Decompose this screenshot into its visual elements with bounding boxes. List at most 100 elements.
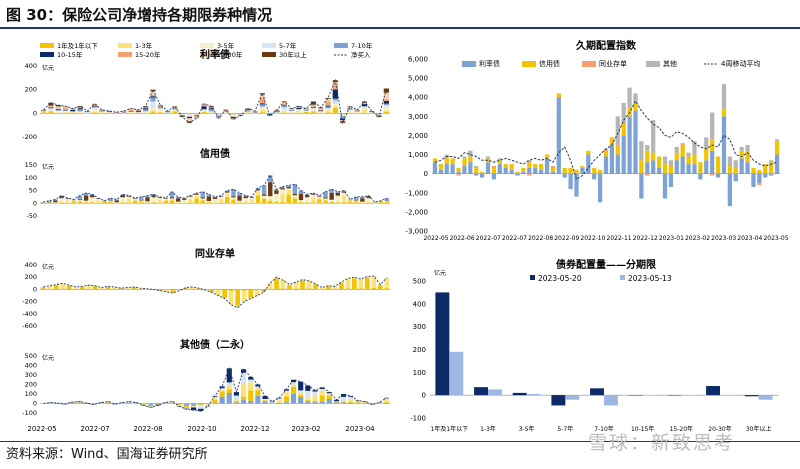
- bar-other-y5_7: [291, 382, 297, 385]
- bar-other-y1_3: [191, 406, 197, 407]
- y-tick-label: 0: [33, 285, 37, 293]
- bar-other-y7_10: [291, 394, 297, 404]
- bar-rate-bond-y7_10: [361, 106, 368, 107]
- bar-other-y1: [233, 401, 239, 403]
- bar-rate-bond-y1_3: [164, 112, 171, 114]
- bar-other-y1_3: [262, 399, 268, 401]
- bar-duration-credit: [509, 164, 514, 170]
- bar-duration-other: [627, 87, 632, 107]
- bar-rate-bond-y7_10: [62, 110, 69, 111]
- bar-credit-bond-y3_5: [89, 197, 95, 202]
- bar-duration-other: [462, 156, 467, 159]
- bar-credit-bond-y30: [120, 195, 126, 198]
- bar-rate-bond-y30: [55, 105, 61, 107]
- bar-rate-bond-y10_15: [281, 104, 287, 106]
- bar-duration-other: [444, 154, 449, 157]
- bar-credit-bond-y1: [298, 202, 304, 204]
- bar-credit-bond-y3_5: [145, 201, 150, 202]
- bar-other-y1_3: [305, 398, 311, 400]
- bar-rate-bond-y1_3: [201, 111, 207, 112]
- bar-credit-bond-y1_3: [311, 197, 316, 203]
- unit-label-by-tenor: 亿元: [434, 269, 446, 277]
- bar-other-y5_7: [212, 396, 218, 398]
- bar-credit-bond-y30: [194, 193, 199, 195]
- bar-credit-bond-y3_5: [354, 200, 359, 202]
- bar-duration-rate: [444, 164, 449, 174]
- bar-credit-bond-y1: [280, 201, 285, 204]
- bar-credit-bond-y1: [59, 202, 64, 204]
- bar-duration-credit: [668, 166, 674, 174]
- bar-credit-bond-y3_5: [77, 200, 83, 201]
- bar-other-y7_10: [262, 401, 268, 404]
- bar-rate-bond-y3_5: [281, 110, 287, 112]
- bar-credit-bond-y3_5: [335, 195, 341, 202]
- bar-duration-cd: [680, 143, 685, 145]
- bar-credit-bond-y1_3: [120, 201, 126, 203]
- bar-duration-credit: [633, 101, 638, 111]
- x-tick-label: 2022-07: [80, 425, 109, 433]
- bar-rate-bond-y3_5: [201, 110, 207, 112]
- category-label: 3-5年: [519, 425, 535, 433]
- bar-credit-bond-y1: [249, 202, 255, 204]
- bar-other-y1_3: [383, 400, 389, 403]
- bar-credit-bond-y30: [366, 196, 371, 199]
- bar-credit-bond-y3_5: [360, 201, 365, 203]
- bar-credit-bond-y7_10: [280, 186, 285, 189]
- bar-rate-bond-y7_10: [77, 109, 83, 112]
- bar-rate-bond-y5_7: [216, 114, 222, 116]
- bar-credit-bond-y30: [59, 196, 64, 199]
- bar-rate-bond-y1_3: [361, 109, 368, 113]
- bar-duration-other: [633, 93, 638, 102]
- bar-rate-bond-y7_10: [186, 116, 193, 118]
- bar-rate-bond-y15_20: [194, 115, 200, 118]
- bar-duration-rate: [704, 160, 709, 174]
- bar-other-y10_15: [291, 379, 297, 383]
- bar-rate-bond-y20_30: [303, 108, 309, 110]
- bar-credit-bond-y1_3: [83, 201, 89, 203]
- bar-credit-bond-y30: [354, 200, 359, 201]
- bar-rate-bond-y20_30: [194, 117, 200, 118]
- legend-label-series: 2023-05-20: [538, 274, 582, 283]
- bar-rate-bond-y7_10: [339, 115, 346, 119]
- bar-other-y1: [148, 405, 154, 407]
- bar-rate-bond-y3_5: [310, 110, 317, 111]
- bar-duration-credit: [651, 152, 656, 161]
- bar-duration-credit: [603, 150, 609, 157]
- category-label: 1-3年: [480, 425, 496, 433]
- bar-ncd-y1_3: [53, 284, 59, 286]
- bar-credit-bond-y7_10: [335, 191, 341, 193]
- bar-duration-rate: [533, 167, 538, 174]
- bar-rate-bond-y1: [135, 112, 142, 114]
- y-tick-label: 200: [25, 381, 37, 389]
- bar-credit-bond-y1_3: [169, 199, 175, 201]
- bar-ncd-y1_3: [138, 288, 143, 290]
- bar-ncd-y1: [183, 287, 189, 290]
- bar-rate-bond-y5_7: [92, 107, 98, 110]
- x-axis-other: 2022-05 2022-07 2022-08 2022-10 2022-12 2023-…: [27, 425, 375, 433]
- bar-duration-other: [527, 160, 532, 163]
- bar-ncd-y1: [196, 288, 202, 290]
- bar-by-tenor-dur_b: [758, 395, 773, 400]
- bar-rate-bond-y5_7: [281, 107, 287, 111]
- bar-rate-bond-y20_30: [121, 111, 127, 113]
- bar-rate-bond-y10_15: [99, 110, 105, 112]
- bar-credit-bond-y3_5: [65, 199, 70, 201]
- bar-rate-bond-y15_20: [150, 94, 156, 97]
- bar-other-y7_10: [305, 401, 311, 404]
- bar-credit-bond-y1_3: [96, 200, 101, 203]
- bar-rate-bond-y1_3: [92, 111, 98, 113]
- bar-credit-bond-y30: [182, 198, 187, 200]
- bar-credit-bond-y30: [175, 198, 181, 202]
- bar-duration-credit: [550, 167, 556, 172]
- bar-rate-bond-y15_20: [310, 105, 317, 107]
- unit-label-other: 亿元: [42, 354, 54, 362]
- bar-credit-bond-y1_3: [317, 197, 322, 200]
- bar-credit-bond-y1: [139, 201, 144, 204]
- bar-credit-bond-y1: [212, 202, 218, 204]
- x-tick-label: 2023-03: [711, 235, 736, 242]
- bar-ncd-y1_3: [215, 290, 221, 296]
- y-tick-label: 400: [25, 362, 37, 370]
- bar-other-y7_10: [341, 402, 347, 404]
- bar-credit-bond-y1_3: [341, 195, 347, 203]
